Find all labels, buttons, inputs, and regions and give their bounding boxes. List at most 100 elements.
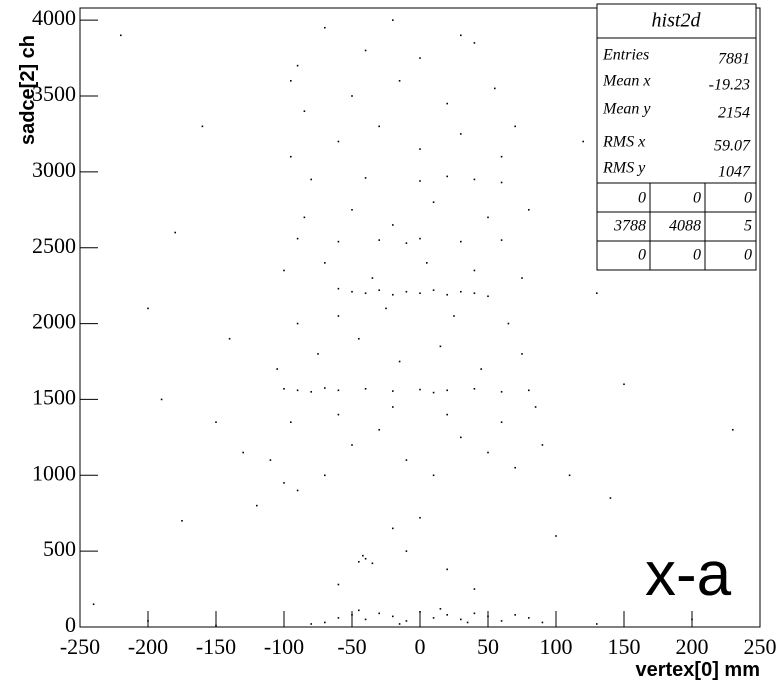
y-tick-label: 1000 bbox=[32, 460, 76, 485]
x-tick-label: 100 bbox=[540, 634, 573, 659]
stats-cell: 5 bbox=[744, 218, 752, 235]
x-tick-label: -250 bbox=[60, 634, 100, 659]
point bbox=[310, 178, 312, 181]
point bbox=[405, 550, 408, 552]
point bbox=[582, 140, 584, 143]
point bbox=[201, 125, 204, 128]
point bbox=[215, 624, 217, 627]
point bbox=[174, 231, 176, 234]
point bbox=[337, 240, 340, 243]
stats-cell: 4088 bbox=[669, 218, 701, 235]
point bbox=[419, 57, 421, 59]
point bbox=[364, 49, 367, 52]
y-tick-label: 2500 bbox=[32, 233, 76, 258]
point bbox=[541, 444, 544, 446]
point bbox=[609, 497, 612, 499]
point bbox=[555, 535, 557, 537]
point bbox=[439, 607, 442, 610]
point bbox=[242, 451, 244, 454]
point bbox=[419, 388, 421, 391]
stats-value: 2154 bbox=[718, 105, 750, 122]
point bbox=[405, 290, 408, 293]
x-axis-title: vertex[0] mm bbox=[635, 659, 760, 681]
point bbox=[303, 110, 306, 112]
point bbox=[378, 289, 380, 291]
x-tick-label: -100 bbox=[264, 634, 304, 659]
point bbox=[507, 322, 510, 325]
stats-label: Entries bbox=[602, 47, 649, 64]
point bbox=[439, 345, 442, 348]
point bbox=[487, 615, 489, 618]
y-tick-label: 3500 bbox=[32, 81, 76, 106]
point bbox=[385, 307, 387, 310]
point bbox=[215, 421, 217, 423]
point bbox=[351, 95, 353, 97]
point bbox=[351, 614, 353, 616]
point bbox=[337, 140, 340, 143]
y-tick-label: 0 bbox=[65, 612, 76, 637]
point bbox=[351, 208, 353, 211]
y-axis-title: sadce[2] ch bbox=[17, 35, 39, 145]
point bbox=[398, 80, 401, 82]
point bbox=[324, 621, 326, 624]
x-tick-label: 0 bbox=[415, 634, 426, 659]
stats-cell: 0 bbox=[744, 190, 752, 207]
point bbox=[419, 292, 421, 295]
stats-label: RMS y bbox=[602, 160, 646, 177]
point bbox=[446, 413, 448, 416]
point bbox=[378, 428, 380, 431]
point bbox=[494, 87, 496, 90]
y-tick-label: 2000 bbox=[32, 309, 76, 334]
point bbox=[528, 208, 530, 211]
point bbox=[276, 368, 278, 370]
y-tick-label: 500 bbox=[43, 536, 76, 561]
point bbox=[500, 620, 503, 622]
point bbox=[473, 292, 476, 295]
stats-cell: 3788 bbox=[613, 218, 646, 235]
point bbox=[487, 216, 489, 219]
point bbox=[473, 388, 476, 390]
point bbox=[303, 216, 306, 219]
point bbox=[364, 177, 367, 179]
point bbox=[392, 224, 394, 226]
point bbox=[269, 459, 272, 461]
point bbox=[296, 389, 299, 392]
point bbox=[378, 239, 380, 241]
point bbox=[419, 237, 421, 240]
point bbox=[473, 42, 476, 44]
point bbox=[623, 383, 625, 386]
point bbox=[120, 34, 122, 37]
point bbox=[364, 292, 367, 295]
point bbox=[398, 360, 401, 363]
point bbox=[500, 181, 503, 184]
point bbox=[378, 125, 380, 128]
x-tick-label: 200 bbox=[676, 634, 709, 659]
point bbox=[446, 614, 448, 616]
point bbox=[392, 293, 394, 296]
point bbox=[500, 391, 503, 393]
point bbox=[460, 436, 462, 439]
point bbox=[296, 489, 299, 492]
point bbox=[290, 80, 292, 82]
point bbox=[419, 148, 421, 150]
x-tick-label: -200 bbox=[128, 634, 168, 659]
stats-label: RMS x bbox=[602, 134, 645, 151]
point bbox=[392, 19, 394, 21]
point bbox=[92, 603, 95, 606]
point bbox=[337, 617, 340, 619]
stats-cell: 0 bbox=[638, 247, 646, 264]
overlay-text: x-a bbox=[645, 540, 732, 609]
point bbox=[596, 292, 598, 295]
point bbox=[392, 527, 394, 530]
y-tick-label: 4000 bbox=[32, 5, 76, 30]
point bbox=[432, 474, 435, 477]
point bbox=[473, 269, 476, 272]
point bbox=[405, 620, 408, 622]
point bbox=[446, 102, 448, 105]
point bbox=[296, 64, 299, 67]
point bbox=[147, 620, 149, 622]
point bbox=[337, 389, 340, 392]
stats-cell: 0 bbox=[638, 190, 646, 207]
point bbox=[446, 568, 448, 571]
